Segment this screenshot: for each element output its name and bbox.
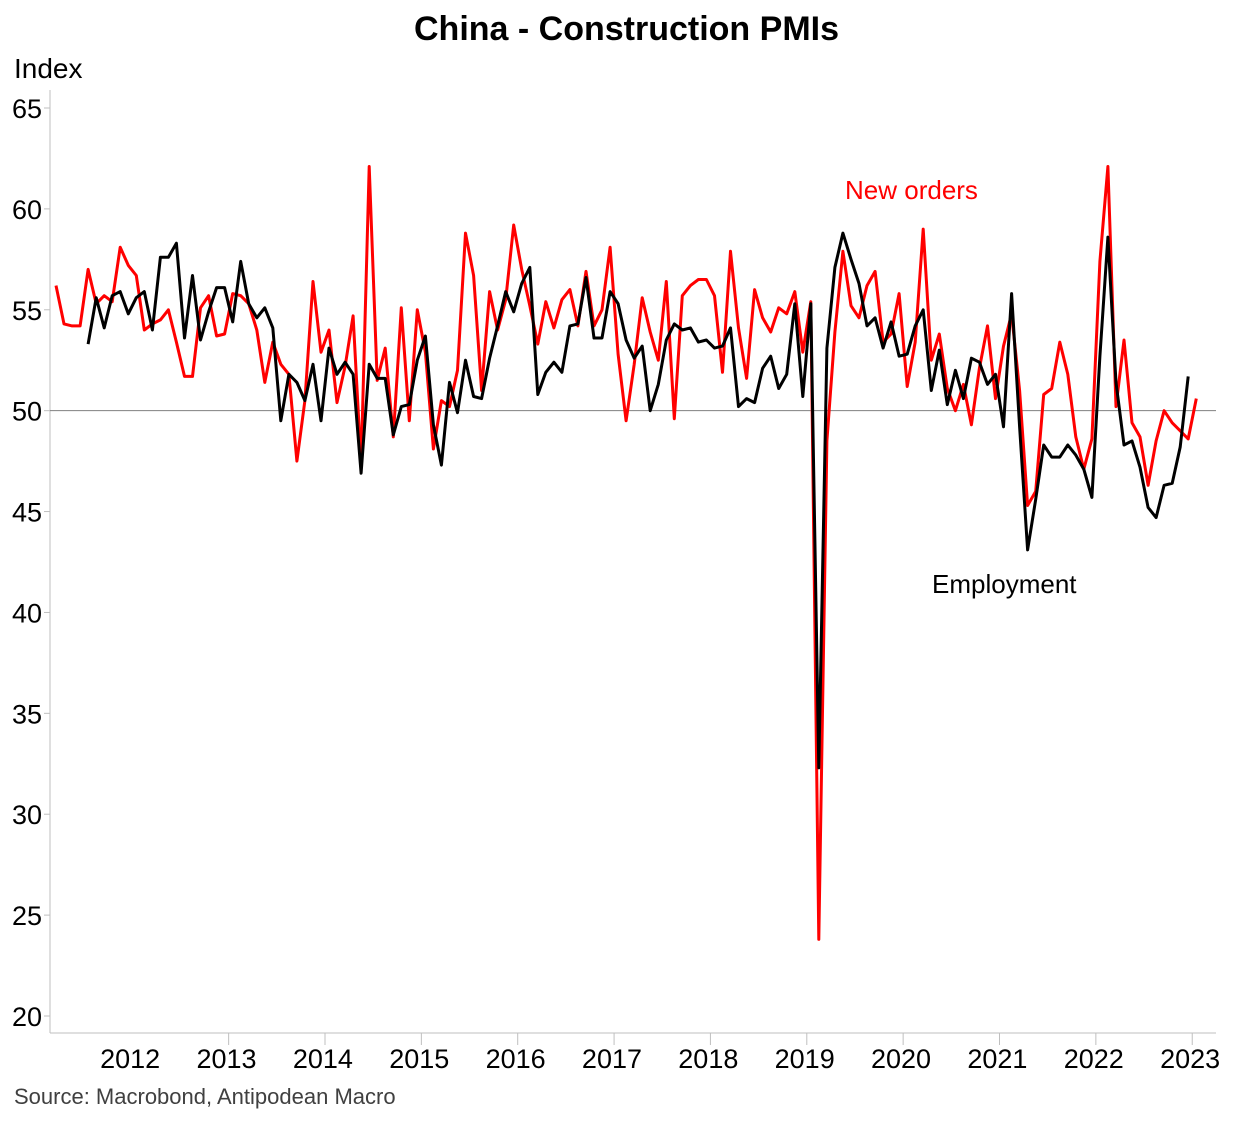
y-tick-label: 20 [12,1002,42,1032]
x-tick-label: 2012 [100,1044,160,1074]
y-tick-label: 65 [12,94,42,124]
y-tick-label: 25 [12,901,42,931]
x-tick-label: 2020 [871,1044,931,1074]
y-tick-label: 60 [12,195,42,225]
x-tick-label: 2018 [678,1044,738,1074]
x-tick-label: 2021 [967,1044,1027,1074]
x-tick-label: 2019 [775,1044,835,1074]
series-line-employment [86,231,1190,770]
chart-title: China - Construction PMIs [414,10,839,48]
x-tick-label: 2023 [1160,1044,1220,1074]
axes: 20 25 30 35 40 45 50 55 60 65 2012 2013 2014 2015 2016… [12,90,1220,1074]
x-tick-label: 2017 [582,1044,642,1074]
x-tick-label: 2013 [196,1044,256,1074]
source-note: Source: Macrobond, Antipodean Macro [14,1084,396,1109]
annotation-new-orders: New orders [845,175,978,205]
x-tick-label: 2016 [486,1044,546,1074]
y-tick-label: 55 [12,296,42,326]
series-layer [54,165,1198,941]
series-line-new-orders [54,165,1198,941]
y-tick-label: 30 [12,800,42,830]
x-tick-label: 2014 [293,1044,353,1074]
y-tick-label: 45 [12,498,42,528]
y-axis-label: Index [14,53,83,84]
y-tick-label: 40 [12,598,42,628]
x-tick-label: 2022 [1064,1044,1124,1074]
x-tick-label: 2015 [389,1044,449,1074]
y-tick-label: 50 [12,397,42,427]
y-tick-label: 35 [12,699,42,729]
annotation-employment: Employment [932,569,1077,599]
